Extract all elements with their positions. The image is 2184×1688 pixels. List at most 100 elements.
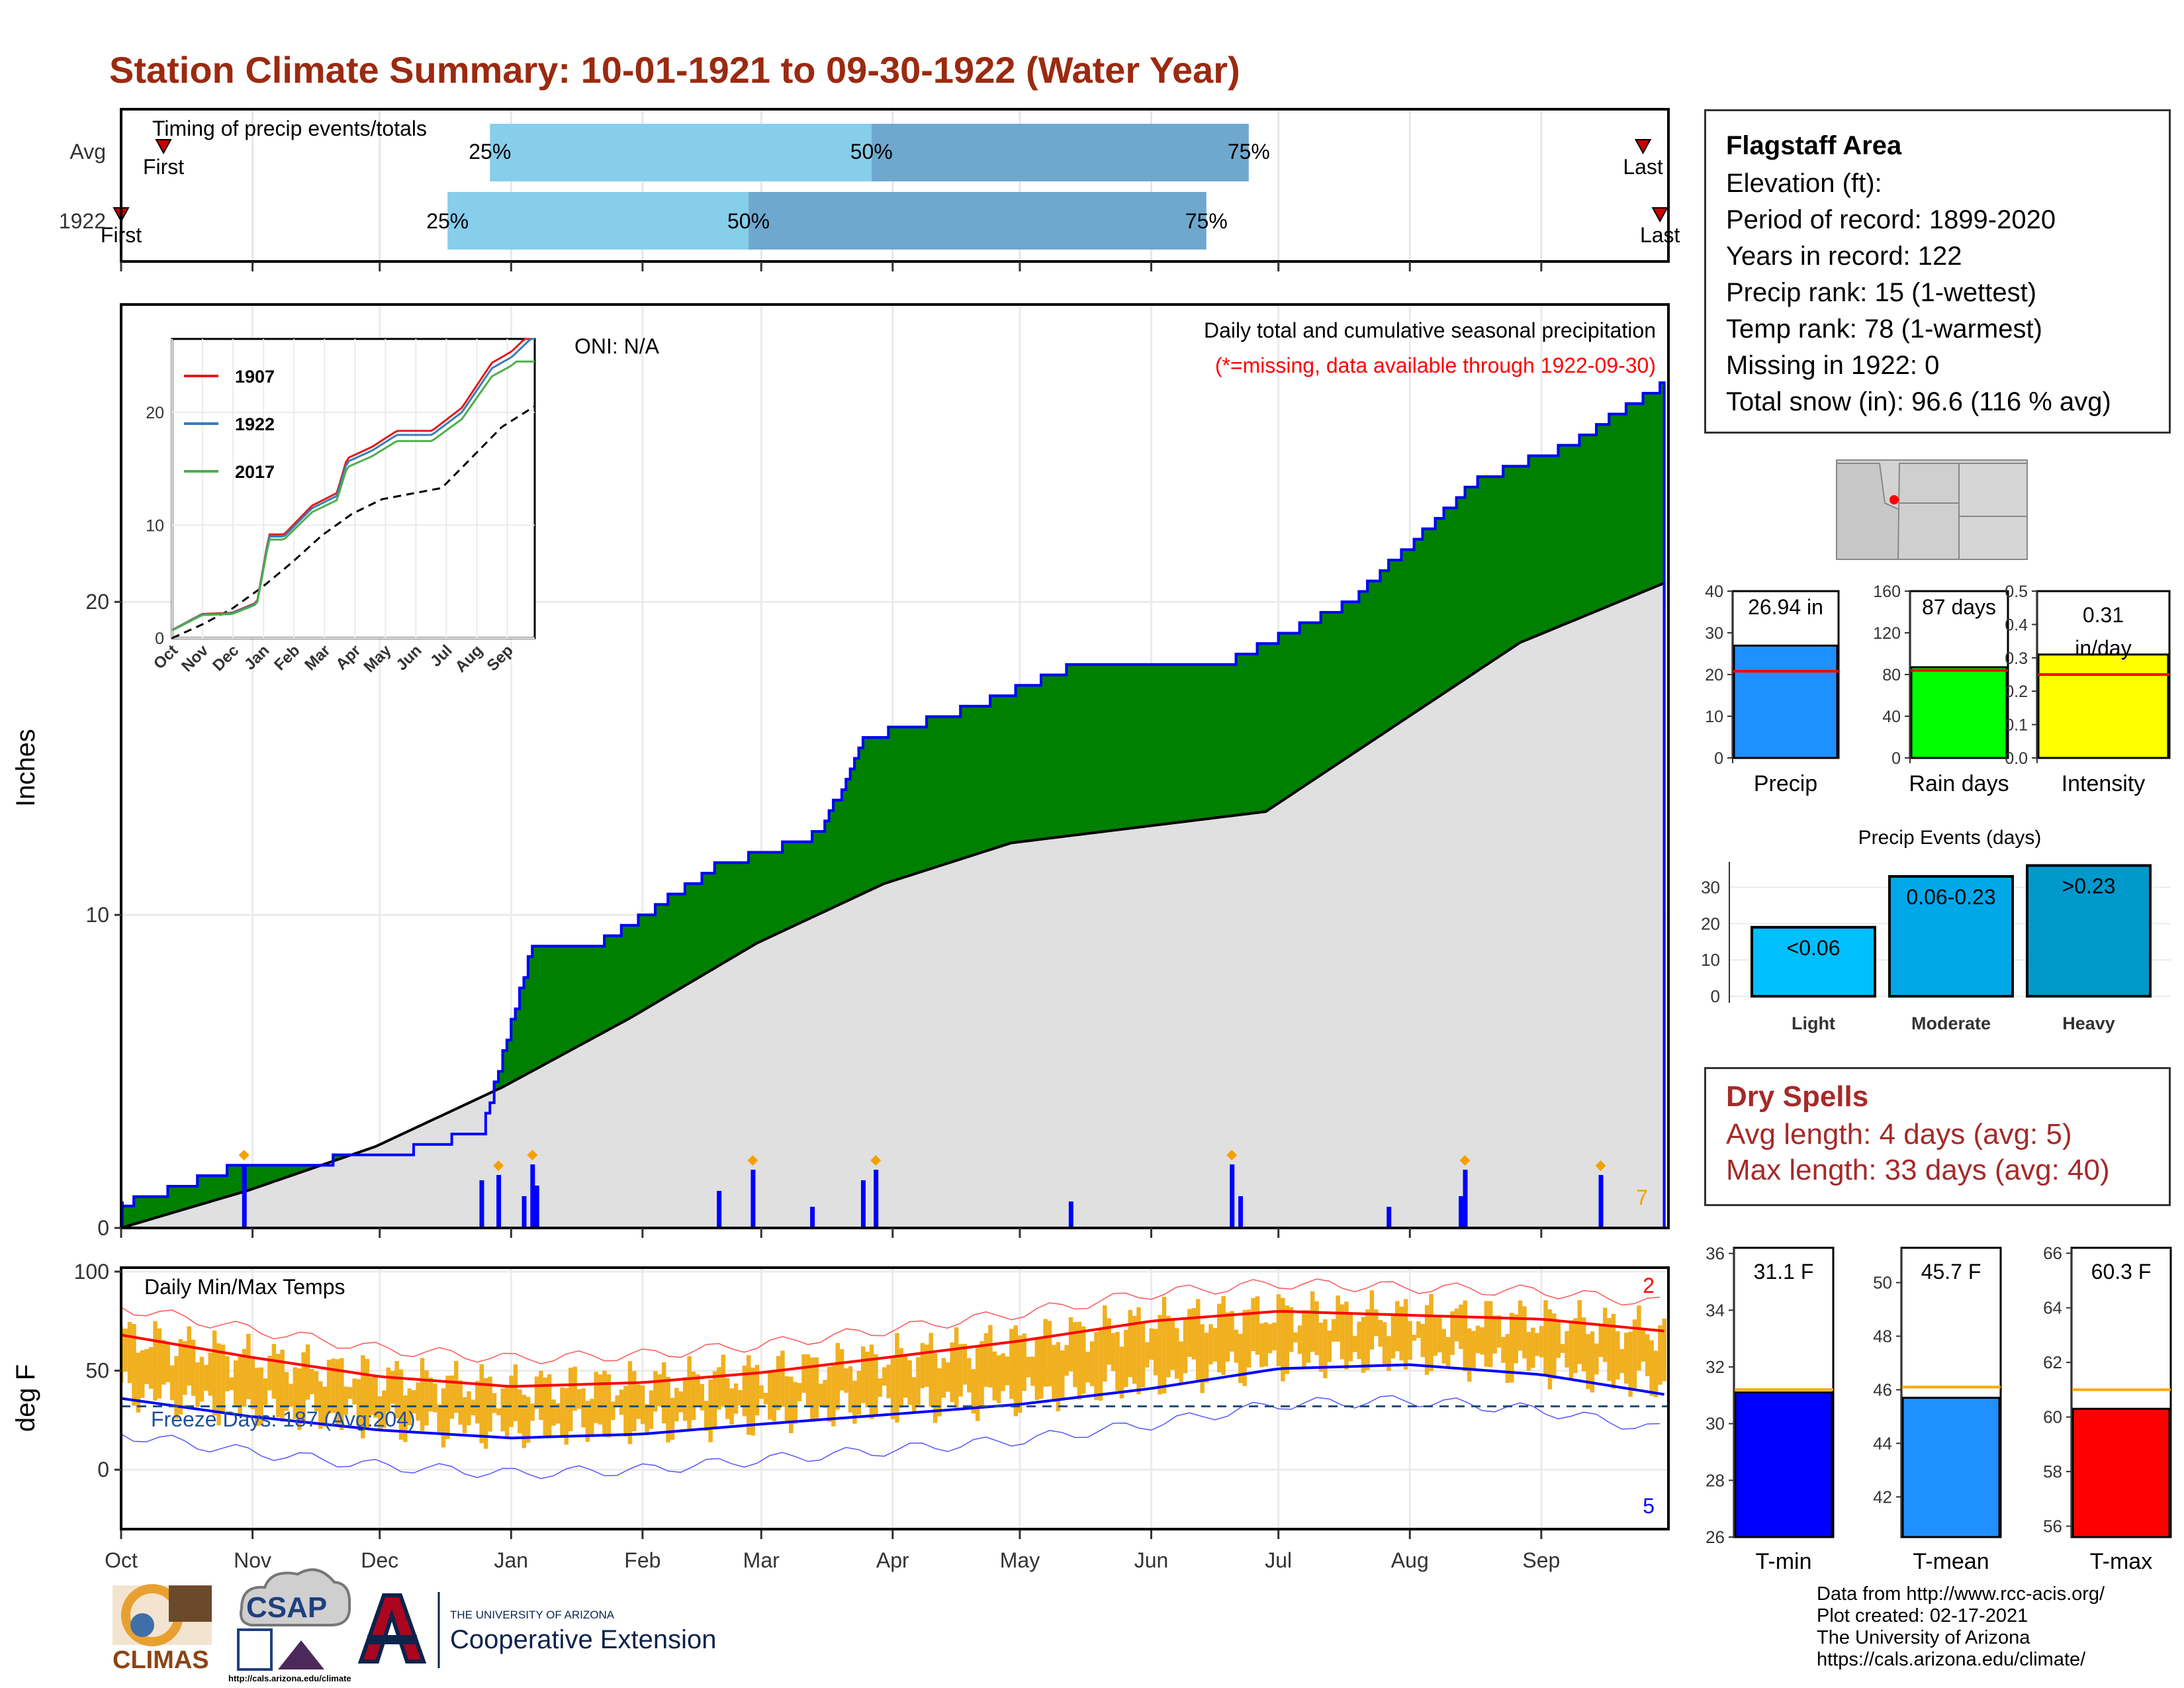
daily-temp-bar (1653, 1350, 1659, 1397)
stat-ytick-label: 0.3 (2005, 649, 2028, 668)
daily-temp-bar (1318, 1323, 1324, 1372)
dry-spells-box: Dry Spells Avg length: 4 days (avg: 5) M… (1704, 1067, 2171, 1206)
daily-temp-bar (962, 1344, 968, 1385)
daily-temp-bar (382, 1390, 387, 1429)
daily-temp-bar (827, 1366, 832, 1422)
daily-temp-bar (805, 1354, 811, 1407)
daily-temp-bar (220, 1344, 226, 1412)
daily-precip-bar (717, 1191, 722, 1228)
daily-temp-bar (682, 1377, 688, 1421)
daily-temp-bar (1628, 1331, 1633, 1397)
events-ytick-label: 0 (1711, 986, 1720, 1006)
daily-temp-bar (784, 1376, 790, 1421)
daily-temp-bar (696, 1374, 700, 1407)
daily-temp-bar (1433, 1315, 1438, 1356)
daily-temp-bar (1259, 1323, 1264, 1368)
daily-temp-bar (1615, 1331, 1620, 1380)
daily-temp-bar (1547, 1309, 1553, 1389)
daily-temp-bar (1174, 1328, 1179, 1379)
daily-temp-bar (178, 1338, 183, 1415)
events-range-label: 0.06-0.23 (1906, 885, 1995, 909)
daily-temp-bar (1526, 1332, 1531, 1371)
heavy-event-marker (1459, 1155, 1471, 1166)
stat-ytick-label: 40 (1705, 583, 1723, 601)
daily-temp-bar (467, 1391, 471, 1426)
daily-temp-bar (882, 1367, 887, 1386)
daily-temp-bar (1331, 1319, 1336, 1342)
temp-title: Daily Min/Max Temps (144, 1275, 345, 1299)
daily-temp-bar (1445, 1336, 1451, 1368)
daily-temp-bar (132, 1324, 136, 1406)
daily-temp-bar (1509, 1313, 1514, 1383)
daily-temp-bar (1539, 1326, 1544, 1358)
daily-temp-bar (1649, 1340, 1654, 1396)
timing-p75-label: 75% (1185, 209, 1228, 233)
stat-ytick-label: 0.1 (2005, 716, 2028, 735)
daily-temp-bar (865, 1351, 870, 1407)
daily-temp-bar (1022, 1333, 1026, 1391)
daily-temp-bar (479, 1364, 484, 1444)
daily-temp-bar (1238, 1333, 1243, 1383)
temp-count-top: 2 (1643, 1274, 1655, 1297)
daily-temp-bar (386, 1367, 391, 1412)
daily-temp-bar (428, 1377, 433, 1412)
daily-temp-bar (738, 1389, 743, 1406)
station-snow: Total snow (in): 96.6 (116 % avg) (1726, 387, 2111, 416)
daily-temp-bar (488, 1376, 492, 1432)
stat-category-label: Rain days (1909, 771, 2009, 796)
daily-temp-bar (1623, 1333, 1629, 1384)
daily-temp-bar (1488, 1301, 1493, 1368)
daily-temp-bar (1357, 1321, 1361, 1360)
temp-stat-ytick-label: 32 (1706, 1357, 1725, 1377)
daily-temp-bar (420, 1358, 425, 1431)
daily-precip-bar (1230, 1164, 1235, 1228)
daily-temp-bar (127, 1321, 132, 1383)
inset-legend-label: 2017 (235, 462, 275, 482)
daily-temp-bar (1166, 1315, 1171, 1378)
last-event-label: Last (1623, 155, 1663, 179)
daily-temp-bar (636, 1384, 641, 1419)
temp-stat-bar (1734, 1391, 1833, 1538)
daily-temp-bar (988, 1325, 993, 1387)
daily-temp-bar (343, 1386, 348, 1415)
temp-stat-ytick-label: 26 (1706, 1527, 1725, 1547)
daily-temp-bar (1365, 1309, 1370, 1370)
daily-temp-bar (500, 1388, 505, 1432)
daily-temp-bar (441, 1388, 446, 1448)
daily-temp-bar (768, 1372, 772, 1420)
temp-stat-ytick-label: 44 (1873, 1433, 1892, 1453)
month-label: Dec (361, 1548, 398, 1572)
daily-temp-bar (1586, 1334, 1590, 1389)
daily-temp-bar (1420, 1323, 1425, 1358)
temp-ytick-label: 50 (85, 1359, 109, 1383)
daily-temp-bar (518, 1389, 522, 1434)
daily-temp-bar (852, 1380, 857, 1424)
daily-temp-bar (856, 1371, 862, 1415)
month-label: Jul (1265, 1548, 1292, 1572)
daily-temp-bar (1637, 1305, 1641, 1371)
daily-temp-bar (522, 1395, 527, 1448)
daily-temp-bar (1030, 1356, 1035, 1386)
precip-ytick-label: 10 (85, 903, 109, 927)
daily-temp-bar (411, 1390, 416, 1414)
daily-temp-bar (449, 1375, 455, 1419)
daily-temp-bar (1195, 1299, 1201, 1380)
heavy-event-marker (747, 1155, 758, 1166)
daily-temp-bar (950, 1342, 954, 1403)
daily-temp-bar (594, 1372, 598, 1423)
month-label: Jan (494, 1548, 529, 1572)
daily-temp-bar (653, 1371, 658, 1412)
events-range-label: >0.23 (2062, 874, 2116, 898)
events-category-label: Heavy (2062, 1013, 2115, 1033)
daily-temp-bar (1246, 1309, 1251, 1368)
daily-temp-bar (954, 1327, 959, 1408)
daily-precip-bar (534, 1186, 539, 1228)
daily-precip-bar (1238, 1196, 1244, 1228)
daily-temp-bar (1387, 1336, 1391, 1371)
daily-temp-bar (818, 1383, 823, 1407)
events-bar (1751, 925, 1876, 998)
daily-temp-bar (564, 1388, 569, 1445)
daily-temp-bar (1115, 1331, 1120, 1391)
daily-temp-bar (403, 1395, 408, 1442)
